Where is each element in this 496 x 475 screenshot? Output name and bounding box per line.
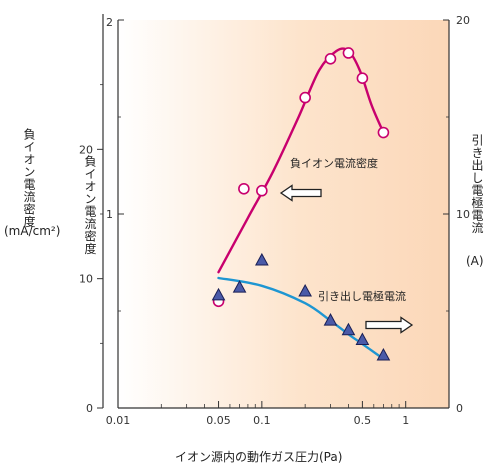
arrow-left-icon: [279, 184, 322, 202]
triangle-marker: [211, 287, 226, 301]
x-axis-label: イオン源内の動作ガス圧力(Pa): [175, 450, 343, 464]
arrow-right-icon: [365, 316, 414, 334]
y-inner-tick-label: 1: [106, 208, 113, 221]
y-inner-label: 負イオン電流密度: [83, 155, 97, 255]
x-tick-label: 0.01: [106, 414, 131, 427]
direction-arrows: [279, 184, 414, 334]
triangle-marker: [355, 332, 370, 345]
circle-marker: [324, 52, 337, 65]
circle-marker: [238, 182, 250, 195]
x-tick-label: 1: [402, 414, 409, 427]
circle-marker: [356, 72, 369, 84]
data-markers: [211, 47, 391, 361]
y-outer-label: 負イオン電流密度: [22, 128, 36, 228]
triangle-marker: [341, 322, 356, 336]
annotations: 負イオン電流密度 引き出し電極電流: [290, 156, 406, 303]
y-inner-tick-label: 2: [106, 16, 113, 29]
annotation-negative-ion-current: 負イオン電流密度: [290, 156, 378, 170]
y-outer-tick-label: 10: [79, 273, 93, 286]
y-right-tick-label: 10: [456, 208, 470, 221]
triangle-marker: [323, 313, 338, 326]
y-right-tick-label: 20: [456, 14, 470, 27]
triangle-marker: [232, 280, 247, 293]
y-right-tick-label: 0: [456, 402, 463, 415]
circle-marker: [299, 91, 311, 104]
y-right-label: 引き出し電極電流: [470, 134, 484, 234]
circle-marker: [256, 184, 268, 197]
triangle-marker: [376, 347, 391, 361]
annotation-electrode-current: 引き出し電極電流: [318, 289, 406, 303]
triangle-marker: [255, 252, 269, 266]
x-tick-label: 0.05: [206, 414, 231, 427]
y-outer-tick-label: 0: [86, 402, 93, 415]
y-right-unit: (A): [466, 254, 484, 268]
circle-marker: [342, 47, 355, 59]
circle-marker: [377, 126, 390, 139]
y-outer-unit: (mA/cm²): [4, 224, 61, 238]
y-outer-tick-label: 20: [79, 143, 93, 156]
triangle-marker: [298, 283, 312, 297]
x-tick-label: 0.1: [253, 414, 271, 427]
plot-area: [118, 20, 449, 408]
x-tick-label: 0.5: [354, 414, 372, 427]
